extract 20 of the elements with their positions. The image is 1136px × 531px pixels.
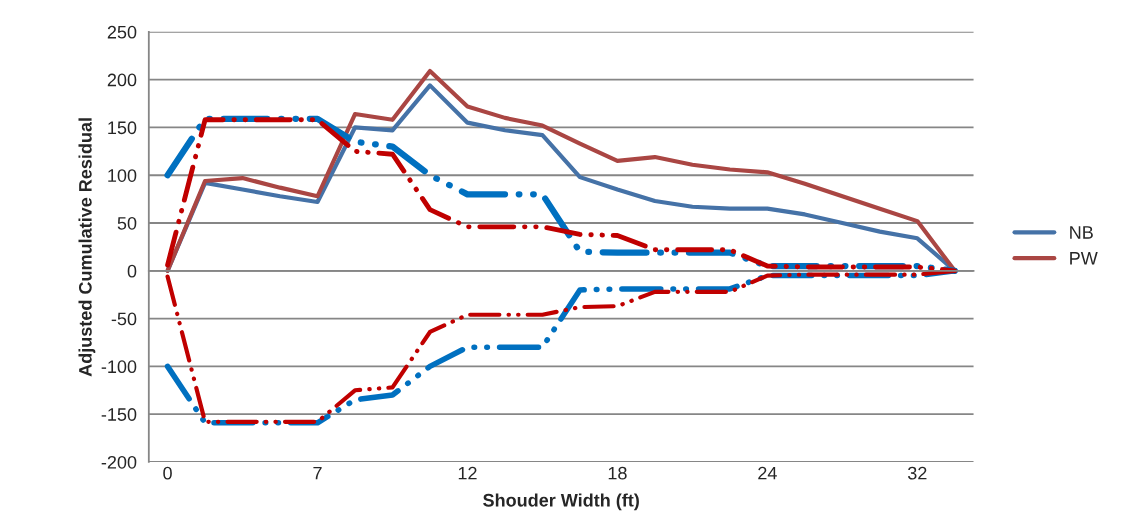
y-tick-label: -50 [111, 312, 137, 326]
x-tick-label: 18 [608, 466, 627, 480]
x-axis-title: Shouder Width (ft) [483, 493, 639, 511]
y-tick-label: 200 [107, 73, 137, 87]
y-tick-label: -200 [101, 455, 137, 469]
y-tick-label: 150 [108, 121, 137, 135]
y-tick-label: -100 [101, 360, 137, 374]
x-tick-label: 32 [907, 466, 927, 480]
y-tick-label: 50 [117, 216, 137, 230]
x-tick-label: 0 [163, 466, 172, 480]
x-tick-label: 7 [313, 466, 322, 480]
y-tick-label: -150 [101, 408, 137, 421]
y-tick-label: 100 [108, 169, 137, 182]
y-tick-label: 250 [107, 25, 137, 39]
y-tick-label: 0 [127, 264, 137, 278]
y-axis-title: Adjusted Cumulative Residual [78, 118, 96, 377]
x-tick-label: 12 [458, 466, 477, 480]
legend-label: PW [1070, 252, 1098, 265]
legend-label: NB [1070, 226, 1093, 239]
x-tick-label: 24 [758, 466, 777, 480]
